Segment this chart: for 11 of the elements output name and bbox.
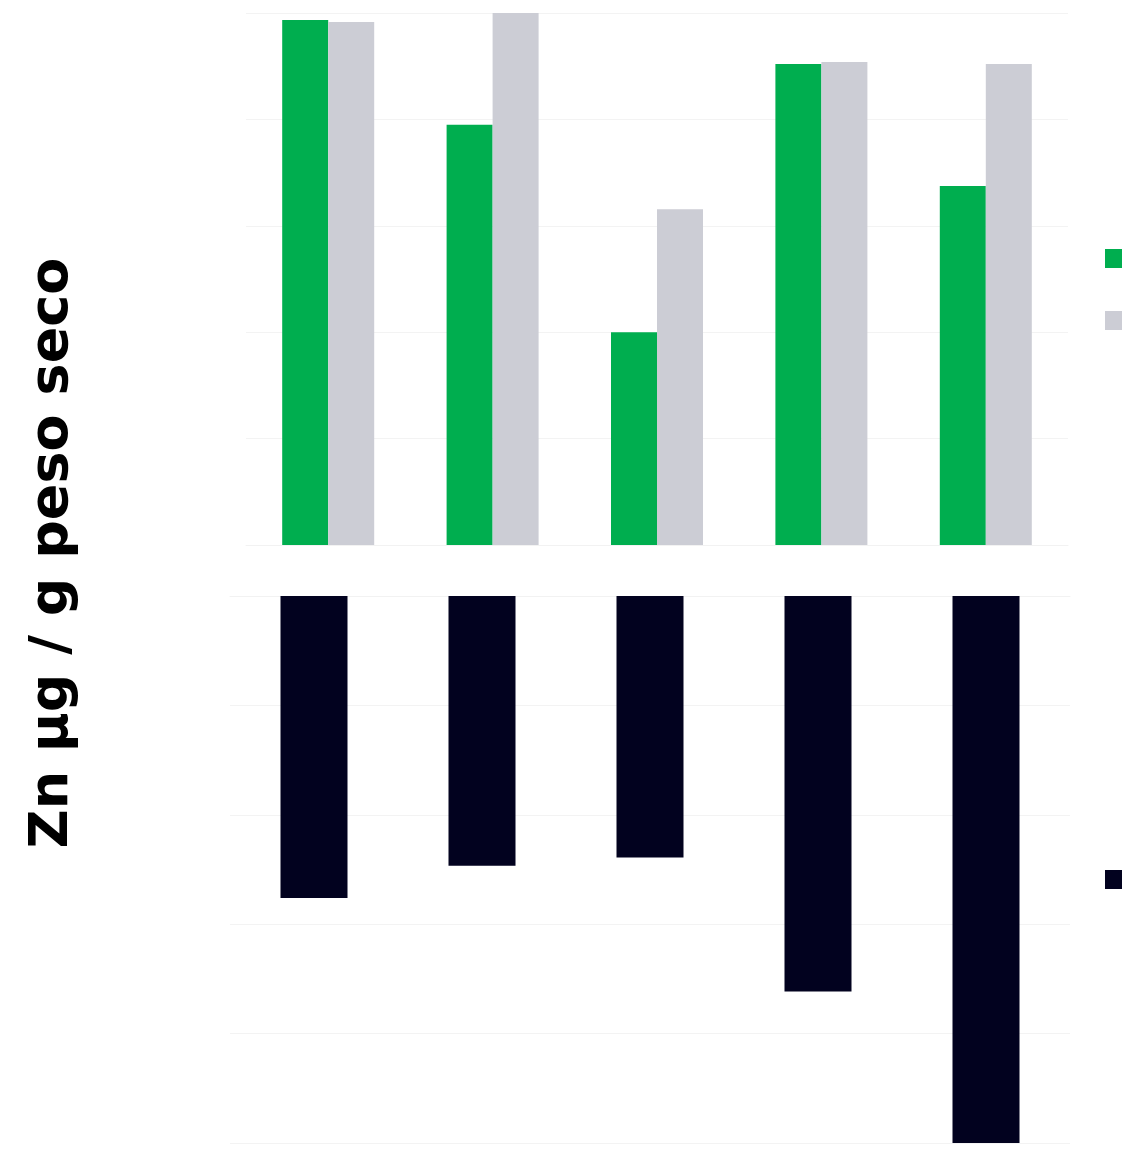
bar: [492, 13, 539, 545]
bar: [775, 64, 822, 545]
bar: [446, 124, 493, 545]
bar: [611, 332, 657, 545]
bar: [939, 185, 986, 545]
y-axis-title: Zn µg / g peso seco: [16, 257, 80, 849]
bar: [657, 209, 703, 545]
bar: [985, 64, 1032, 545]
bar: [328, 22, 375, 545]
bar: [821, 61, 868, 545]
bar: [282, 19, 329, 545]
